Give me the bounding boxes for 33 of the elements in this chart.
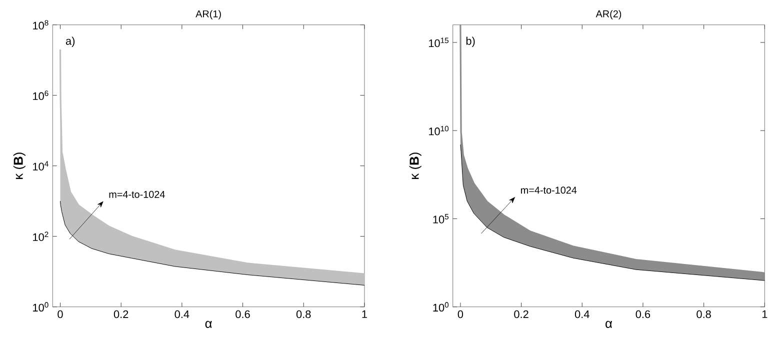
annotation: b)	[466, 37, 475, 48]
y-tick-label: 10$^{0}$	[33, 302, 48, 312]
annotation: a)	[66, 37, 75, 48]
x-tick-label: 0	[58, 310, 63, 318]
x-tick-label: 0.2	[114, 310, 128, 318]
x-tick-label: 0.2	[514, 310, 528, 318]
chart-title: AR(2)	[596, 10, 622, 20]
chart-title: AR(1)	[196, 10, 221, 20]
x-tick-label: 0.6	[636, 310, 650, 318]
x-tick-label: 0.4	[174, 310, 190, 318]
y-tick-label: 10$^{15}$	[429, 38, 449, 48]
y-axis-title: κ (B)	[409, 152, 422, 180]
y-tick-label: 10$^{5}$	[433, 214, 449, 224]
x-tick-label: 0	[458, 310, 464, 318]
line-series	[460, 144, 765, 282]
y-axis-title: κ (B)	[13, 152, 26, 180]
x-tick-label: 1	[362, 310, 367, 318]
y-tick-label: 10$^{4}$	[33, 161, 48, 171]
annotation: m=4-to-1024	[109, 191, 165, 198]
x-tick-label: 0.6	[236, 310, 250, 318]
x-axis-title: α	[205, 321, 212, 328]
y-tick-label: 10$^{10}$	[429, 126, 449, 136]
line-series	[60, 201, 365, 286]
x-tick-label: 0.8	[696, 310, 711, 318]
annotation: m=4-to-1024	[521, 186, 577, 194]
y-tick-label: 10$^{2}$	[33, 232, 48, 242]
x-tick-label: 0.4	[574, 310, 590, 318]
y-tick-label: 10$^{0}$	[433, 302, 449, 312]
y-tick-label: 10$^{8}$	[33, 20, 48, 30]
x-tick-label: 1	[762, 310, 768, 318]
x-tick-label: 0.8	[296, 310, 311, 318]
x-axis-title: α	[606, 321, 612, 328]
y-tick-label: 10$^{6}$	[33, 90, 48, 100]
